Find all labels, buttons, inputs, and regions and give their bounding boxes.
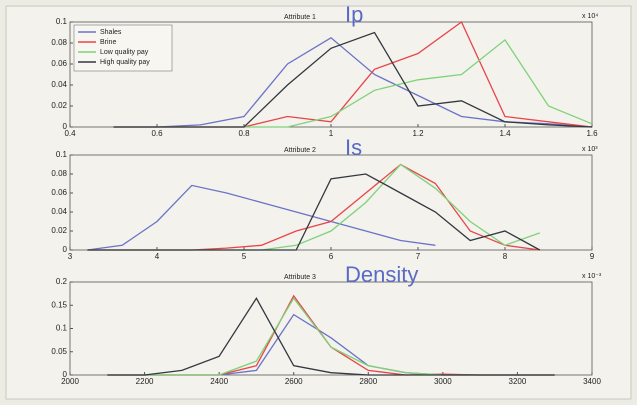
x-tick-label: 3400: [583, 377, 601, 386]
x-tick-label: 3: [68, 252, 73, 261]
x-tick-label: 7: [416, 252, 421, 261]
x-tick-label: 5: [242, 252, 247, 261]
x-tick-label: 2200: [136, 377, 154, 386]
legend-label: Brine: [100, 39, 116, 46]
series-line: [107, 297, 555, 376]
figure-frame: [5, 5, 632, 400]
x-tick-label: 4: [155, 252, 160, 261]
y-tick-label: 0.04: [51, 207, 67, 216]
legend-label: High quality pay: [100, 59, 150, 66]
panel-annotation: Ip: [345, 2, 363, 27]
y-tick-label: 0.08: [51, 169, 67, 178]
panel-title: Attribute 2: [284, 147, 316, 154]
x-tick-label: 1.6: [586, 129, 598, 138]
x-exponent: x 10⁴: [582, 13, 598, 20]
y-tick-label: 0.1: [56, 150, 68, 159]
panel-title: Attribute 3: [284, 274, 316, 281]
y-tick-label: 0.02: [51, 101, 67, 110]
panel-annotation: Density: [345, 262, 418, 287]
y-tick-label: 0.05: [51, 347, 67, 356]
legend-label: Low quality pay: [100, 49, 149, 56]
x-exponent: x 10³: [582, 146, 598, 153]
y-exponent: x 10⁻³: [582, 273, 602, 280]
y-tick-label: 0.02: [51, 226, 67, 235]
y-tick-label: 0: [63, 122, 68, 131]
y-tick-label: 0.06: [51, 59, 67, 68]
panel-annotation: Is: [345, 135, 362, 160]
y-tick-label: 0: [63, 245, 68, 254]
x-tick-label: 1.2: [412, 129, 424, 138]
y-tick-label: 0: [63, 370, 68, 379]
x-tick-label: 2600: [285, 377, 303, 386]
series-line: [113, 31, 593, 128]
y-tick-label: 0.15: [51, 300, 67, 309]
series-line: [87, 173, 541, 251]
panel-title: Attribute 1: [284, 14, 316, 21]
y-tick-label: 0.1: [56, 324, 68, 333]
series-line: [87, 184, 436, 251]
x-tick-label: 2000: [61, 377, 79, 386]
x-tick-label: 2400: [210, 377, 228, 386]
x-tick-label: 1: [329, 129, 334, 138]
x-tick-label: 1.4: [499, 129, 511, 138]
y-tick-label: 0.2: [56, 277, 68, 286]
x-tick-label: 9: [590, 252, 595, 261]
x-tick-label: 0.6: [151, 129, 163, 138]
x-tick-label: 0.4: [64, 129, 76, 138]
y-tick-label: 0.06: [51, 188, 67, 197]
y-tick-label: 0.08: [51, 38, 67, 47]
x-tick-label: 0.8: [238, 129, 250, 138]
x-tick-label: 3000: [434, 377, 452, 386]
x-tick-label: 3200: [509, 377, 527, 386]
legend-label: Shales: [100, 29, 122, 36]
x-tick-label: 2800: [359, 377, 377, 386]
x-tick-label: 8: [503, 252, 508, 261]
y-tick-label: 0.1: [56, 17, 68, 26]
y-tick-label: 0.04: [51, 80, 67, 89]
x-tick-label: 6: [329, 252, 334, 261]
